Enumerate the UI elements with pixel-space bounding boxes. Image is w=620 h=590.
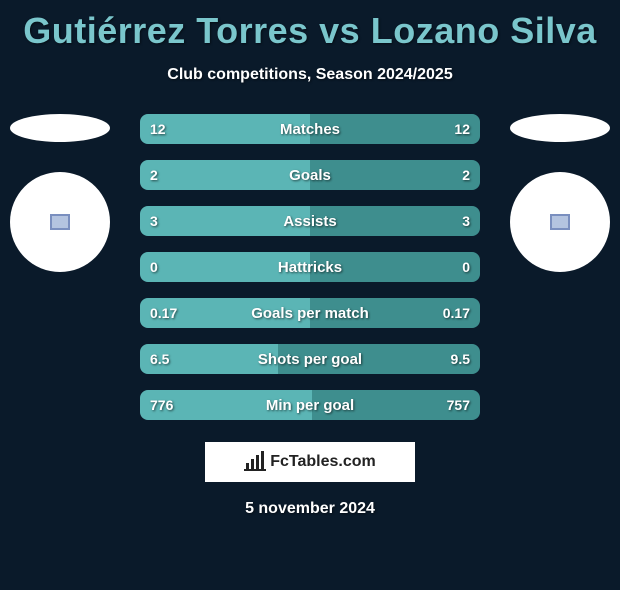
source-logo: FcTables.com bbox=[205, 442, 415, 482]
stat-value-right: 757 bbox=[447, 397, 470, 413]
stat-bar: 0.17 0.17 Goals per match bbox=[140, 298, 480, 328]
comparison-content: 12 12 Matches 2 2 Goals 3 3 Assists 0 0 Hattricks 0.… bbox=[0, 114, 620, 420]
player-right-column bbox=[500, 114, 620, 272]
bar-right-fill bbox=[310, 160, 480, 190]
stat-value-right: 9.5 bbox=[451, 351, 470, 367]
logo-text: FcTables.com bbox=[270, 453, 376, 471]
club-badge-right bbox=[510, 172, 610, 272]
page-title: Gutiérrez Torres vs Lozano Silva bbox=[0, 10, 620, 52]
club-badge-left bbox=[10, 172, 110, 272]
stat-value-left: 3 bbox=[150, 213, 158, 229]
date-text: 5 november 2024 bbox=[0, 500, 620, 518]
stat-value-left: 0.17 bbox=[150, 305, 177, 321]
stat-value-left: 12 bbox=[150, 121, 166, 137]
placeholder-icon bbox=[50, 214, 70, 230]
stat-label: Goals bbox=[289, 167, 331, 184]
subtitle: Club competitions, Season 2024/2025 bbox=[0, 66, 620, 84]
vs-text: vs bbox=[319, 10, 360, 51]
stat-bar: 776 757 Min per goal bbox=[140, 390, 480, 420]
stat-bar: 2 2 Goals bbox=[140, 160, 480, 190]
stat-bars: 12 12 Matches 2 2 Goals 3 3 Assists 0 0 Hattricks 0.… bbox=[140, 114, 480, 420]
stat-value-right: 0.17 bbox=[443, 305, 470, 321]
stat-value-right: 12 bbox=[454, 121, 470, 137]
stat-bar: 12 12 Matches bbox=[140, 114, 480, 144]
stat-value-right: 0 bbox=[462, 259, 470, 275]
stat-bar: 6.5 9.5 Shots per goal bbox=[140, 344, 480, 374]
stat-bar: 0 0 Hattricks bbox=[140, 252, 480, 282]
bar-left-fill bbox=[140, 160, 310, 190]
stat-value-right: 3 bbox=[462, 213, 470, 229]
stat-bar: 3 3 Assists bbox=[140, 206, 480, 236]
stat-value-left: 776 bbox=[150, 397, 173, 413]
stat-label: Shots per goal bbox=[258, 351, 362, 368]
stat-value-left: 6.5 bbox=[150, 351, 169, 367]
stat-label: Min per goal bbox=[266, 397, 354, 414]
player-left-name: Gutiérrez Torres bbox=[23, 10, 308, 51]
stat-value-left: 2 bbox=[150, 167, 158, 183]
stat-value-left: 0 bbox=[150, 259, 158, 275]
country-flag-left bbox=[10, 114, 110, 142]
bar-chart-icon bbox=[244, 453, 266, 471]
stat-label: Matches bbox=[280, 121, 340, 138]
stat-value-right: 2 bbox=[462, 167, 470, 183]
player-right-name: Lozano Silva bbox=[371, 10, 597, 51]
stat-label: Goals per match bbox=[251, 305, 369, 322]
player-left-column bbox=[0, 114, 120, 272]
placeholder-icon bbox=[550, 214, 570, 230]
stat-label: Assists bbox=[283, 213, 336, 230]
stat-label: Hattricks bbox=[278, 259, 342, 276]
country-flag-right bbox=[510, 114, 610, 142]
